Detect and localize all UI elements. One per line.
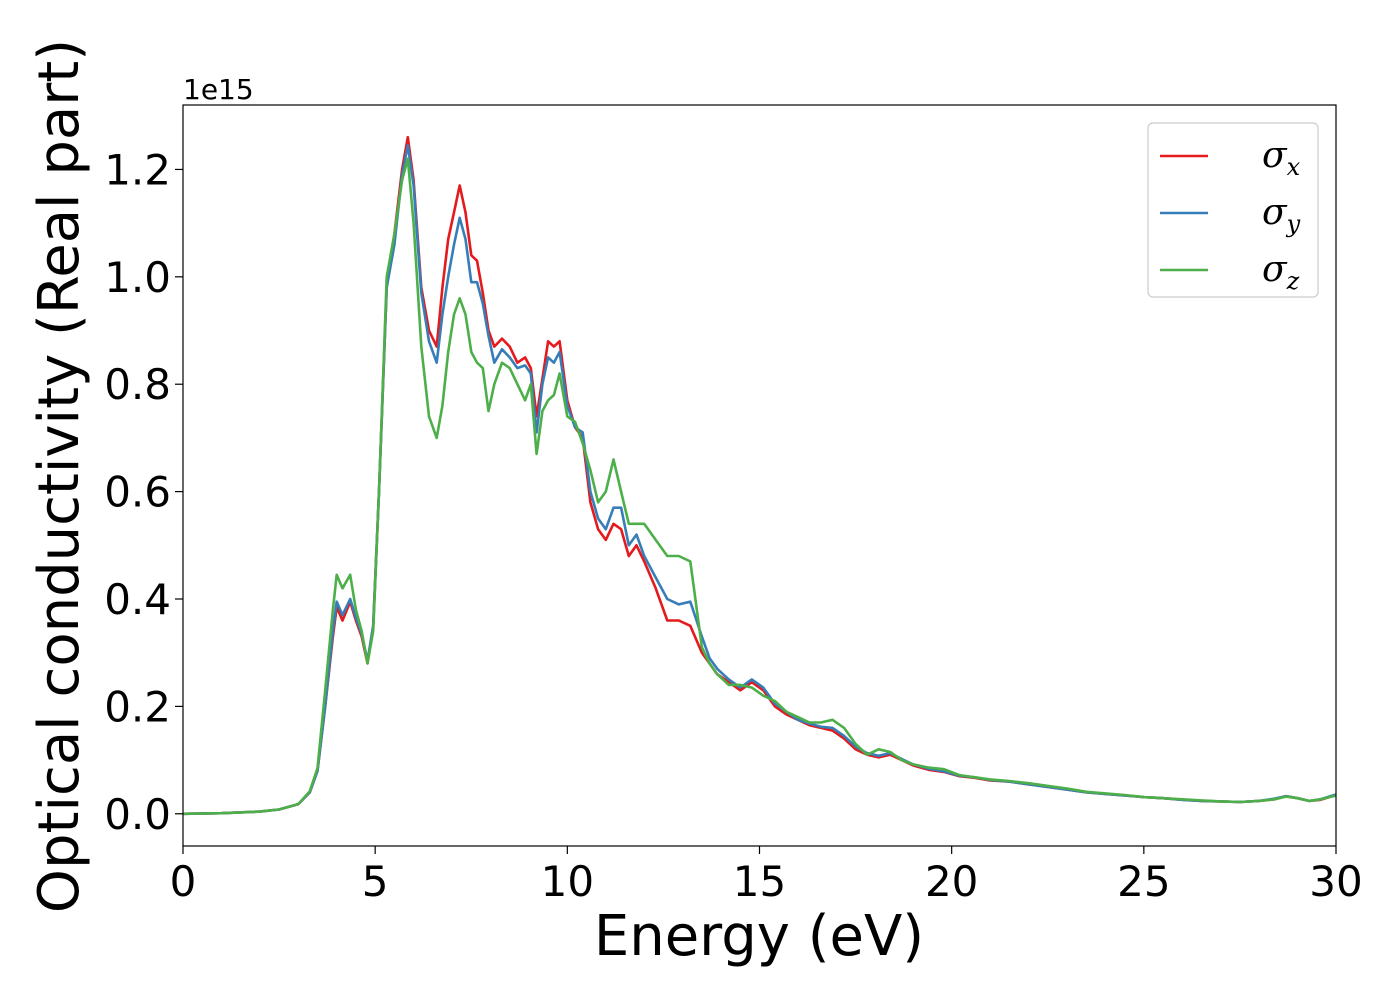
series-line-sigma-z <box>183 157 1336 816</box>
y-axis-title: Optical conductivity (Real part) <box>27 39 92 913</box>
x-tick-label: 25 <box>1117 857 1170 906</box>
legend-label-sigma-z: σz <box>1262 249 1300 295</box>
x-axis-title: Energy (eV) <box>594 904 924 969</box>
x-tick-label: 10 <box>541 857 594 906</box>
series-layer <box>183 135 1336 816</box>
y-tick-label: 0.4 <box>104 575 171 624</box>
y-tick-label: 0.2 <box>104 682 171 731</box>
x-tick-label: 20 <box>925 857 978 906</box>
x-tick-label: 0 <box>170 857 197 906</box>
legend: σx σy σz <box>1147 122 1319 298</box>
x-tick-label: 15 <box>733 857 786 906</box>
x-tick-label: 30 <box>1309 857 1362 906</box>
x-axis: 0 5 10 15 20 25 30 <box>170 846 1363 906</box>
x-tick-label: 5 <box>362 857 389 906</box>
y-tick-label: 0.0 <box>104 790 171 839</box>
y-tick-label: 1.0 <box>104 253 171 302</box>
y-tick-label: 0.6 <box>104 468 171 517</box>
y-offset-label: 1e15 <box>183 73 254 106</box>
legend-label-sigma-x: σx <box>1262 135 1301 181</box>
y-tick-label: 1.2 <box>104 145 171 194</box>
legend-label-sigma-y: σy <box>1262 192 1301 238</box>
y-tick-label: 0.8 <box>104 360 171 409</box>
y-axis: 0.0 0.2 0.4 0.6 0.8 1.0 1.2 <box>104 145 183 839</box>
legend-box <box>1147 122 1319 298</box>
